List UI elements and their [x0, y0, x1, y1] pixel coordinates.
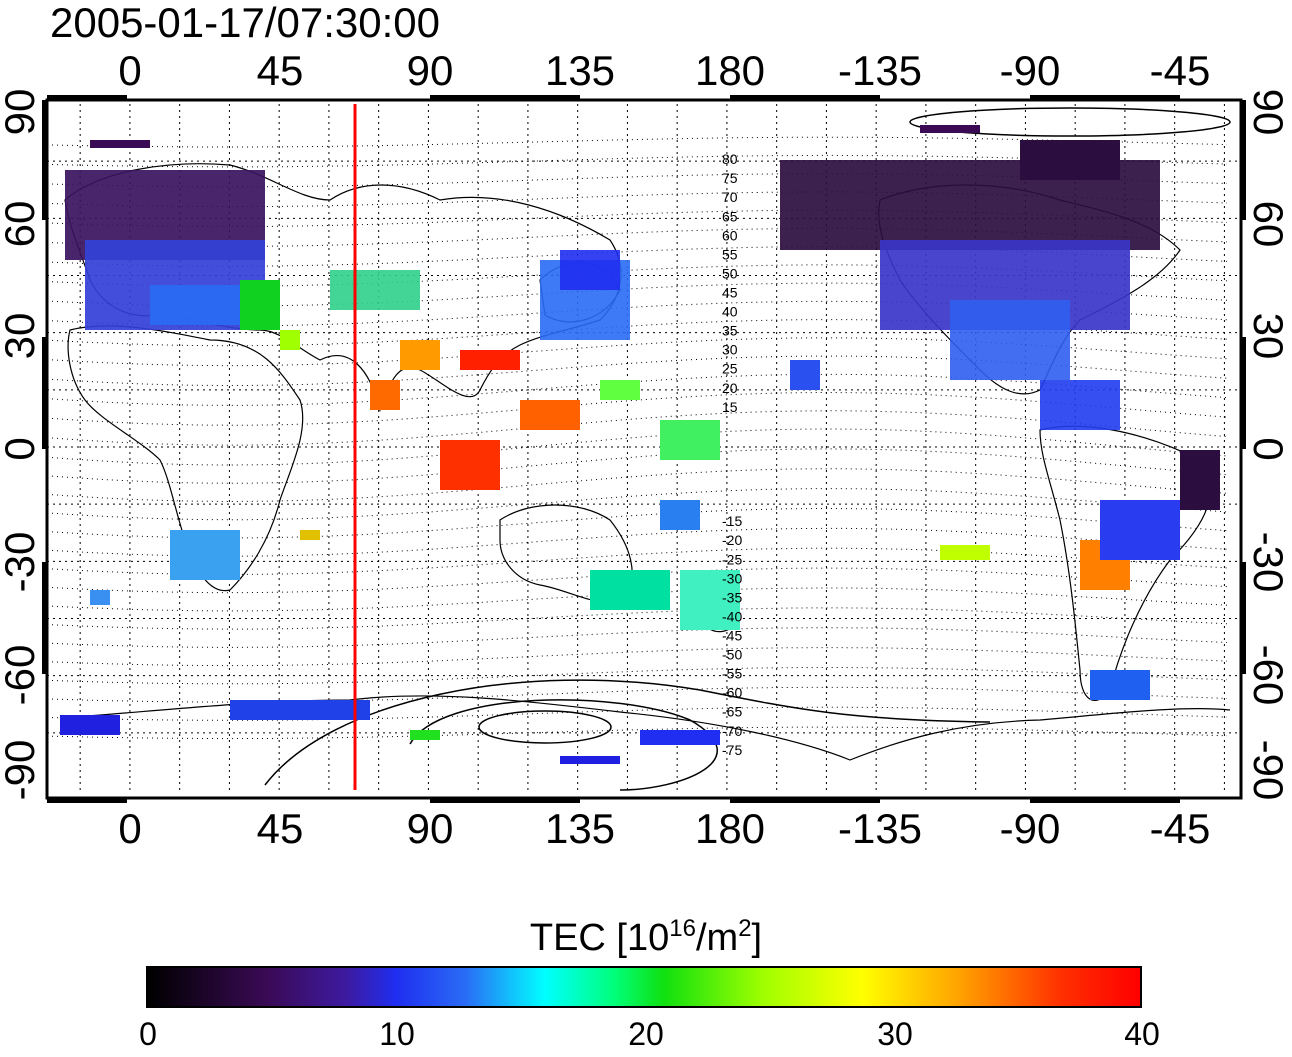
contour-line — [46, 527, 1228, 557]
contour-line — [46, 209, 1228, 227]
contour-line — [46, 264, 1228, 287]
contour-label: -40 — [722, 608, 742, 624]
contour-labels: 80 75 70 65 60 55 50 45 40 35 30 25 20 15 -15 -20 -25 -30… — [722, 151, 742, 758]
contour-line — [46, 246, 1228, 267]
lon-tick-top: -135 — [837, 47, 923, 94]
contour-label: -30 — [722, 570, 742, 586]
lon-tick-bottom: -90 — [999, 805, 1061, 852]
contour-line — [46, 337, 1228, 367]
contour-line — [46, 319, 1228, 347]
contour-line — [46, 507, 1228, 539]
contour-label: 35 — [722, 323, 738, 339]
colorbar-title: TEC [1016/m2] — [0, 908, 1292, 959]
contour-label: 20 — [722, 380, 738, 396]
contour-line — [46, 154, 1228, 168]
axis-band-marks — [42, 95, 1246, 803]
contour-label: -25 — [722, 551, 742, 567]
colorbar-tick: 0 — [139, 1016, 157, 1052]
contour-label: 80 — [722, 151, 738, 167]
contour-label: -65 — [722, 704, 742, 720]
contour-line — [46, 173, 1228, 188]
contour-label: -60 — [722, 685, 742, 701]
contour-line — [46, 627, 1228, 648]
lon-tick-bottom: 0 — [118, 805, 142, 852]
colorbar-tick: 10 — [379, 1016, 415, 1052]
lon-tick-bottom: 90 — [406, 805, 454, 852]
lon-tick-top: -45 — [1149, 47, 1211, 94]
contour-label: -35 — [722, 589, 742, 605]
contour-label: -50 — [722, 647, 742, 663]
contour-line — [46, 227, 1228, 247]
contour-line — [46, 282, 1228, 307]
contour-line — [46, 428, 1228, 466]
colorbar — [146, 966, 1142, 1008]
contour-label: 40 — [722, 304, 738, 320]
contour-line — [46, 647, 1228, 667]
lon-tick-bottom: 135 — [544, 805, 616, 852]
lon-tick-top: 45 — [256, 47, 304, 94]
colorbar-tick: 40 — [1124, 1016, 1160, 1052]
colorbar-ticks: 0 10 20 30 40 — [0, 1014, 1292, 1057]
contour-label: 45 — [722, 285, 738, 301]
contour-label: -70 — [722, 723, 742, 739]
colorbar-title-end: ] — [751, 917, 763, 959]
tec-map: 80 75 70 65 60 55 50 45 40 35 30 25 20 15 -15 -20 -25 -30… — [42, 95, 1246, 803]
lon-tick-top: -90 — [999, 47, 1061, 94]
contour-line — [46, 448, 1228, 484]
contour-line — [46, 726, 1228, 740]
contour-label: 55 — [722, 246, 738, 262]
contour-label: 25 — [722, 361, 738, 377]
contour-label: -45 — [722, 628, 742, 644]
contour-label: -15 — [722, 513, 742, 529]
lon-tick-bottom: -135 — [837, 805, 923, 852]
contour-line — [46, 191, 1228, 208]
lon-tick-bottom: 180 — [694, 805, 766, 852]
contour-label: 50 — [722, 265, 738, 281]
contour-label: -55 — [722, 666, 742, 682]
contour-label: -75 — [722, 742, 742, 758]
lon-tick-top: 90 — [406, 47, 454, 94]
longitude-axis-top: 0 45 90 135 180 -135 -90 -45 — [0, 50, 1292, 94]
contour-line — [46, 547, 1228, 575]
colorbar-title-exponent-2: 2 — [738, 915, 752, 942]
contour-line — [46, 686, 1228, 703]
contour-label: 30 — [722, 342, 738, 358]
contour-line — [46, 300, 1228, 327]
colorbar-tick: 30 — [877, 1016, 913, 1052]
contour-line — [46, 488, 1228, 521]
timestamp: 2005-01-17/07:30:00 — [50, 0, 440, 46]
contour-line — [46, 136, 1228, 148]
colorbar-title-main: TEC [10 — [529, 917, 670, 959]
lon-tick-top: 0 — [118, 47, 142, 94]
contour-line — [46, 706, 1228, 721]
contour-label: 75 — [722, 170, 738, 186]
colorbar-title-exponent: 16 — [669, 915, 696, 942]
contour-line — [46, 607, 1228, 630]
contour-line — [46, 667, 1228, 685]
magnetic-pole-contours — [264, 107, 1231, 791]
colorbar-tick: 20 — [628, 1016, 664, 1052]
contour-line — [46, 355, 1228, 386]
colorbar-title-unit: /m — [695, 917, 739, 959]
lon-tick-bottom: -45 — [1149, 805, 1211, 852]
contour-label: 70 — [722, 189, 738, 205]
lon-tick-bottom: 45 — [256, 805, 304, 852]
lon-tick-top: 180 — [694, 47, 766, 94]
lon-tick-top: 135 — [544, 47, 616, 94]
contour-label: 65 — [722, 208, 738, 224]
contour-label: -20 — [722, 532, 742, 548]
longitude-axis-bottom: 0 45 90 135 180 -135 -90 -45 — [0, 808, 1292, 852]
contour-label: 15 — [722, 399, 738, 415]
tec-data-blocks — [60, 125, 1220, 764]
contour-label: 60 — [722, 227, 738, 243]
